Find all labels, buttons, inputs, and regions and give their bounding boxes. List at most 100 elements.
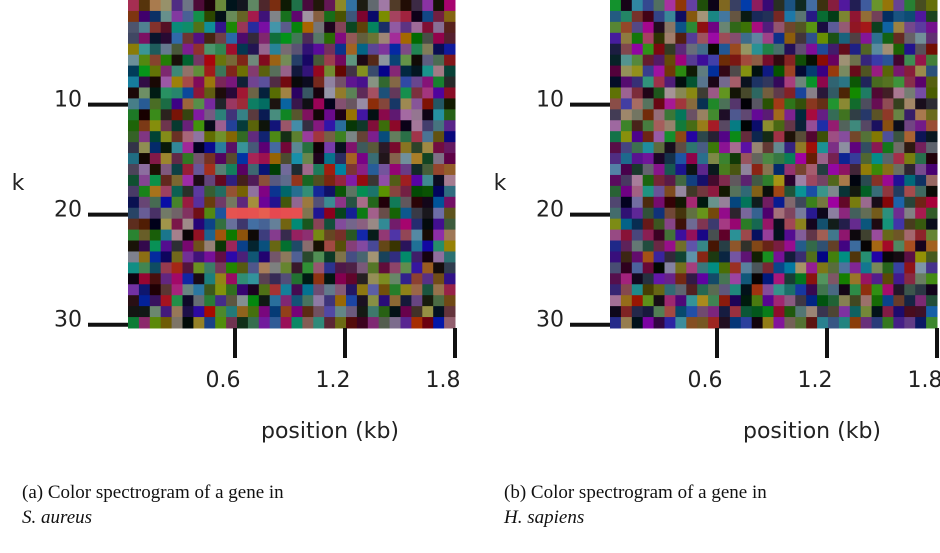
- spectrogram-cell: [620, 273, 633, 285]
- spectrogram-cell: [882, 76, 894, 88]
- spectrogram-cell: [356, 0, 369, 12]
- spectrogram-cell: [697, 284, 709, 296]
- spectrogram-cell: [838, 0, 851, 12]
- spectrogram-cell: [346, 262, 358, 274]
- spectrogram-cell: [128, 54, 140, 67]
- spectrogram-cell: [204, 174, 216, 187]
- spectrogram-cell: [620, 142, 633, 154]
- spectrogram-cell: [838, 76, 851, 88]
- spectrogram-cell: [444, 164, 456, 176]
- spectrogram-cell: [258, 284, 271, 296]
- spectrogram-cell: [904, 32, 916, 45]
- spectrogram-cell: [915, 251, 927, 263]
- spectrogram-cell: [400, 76, 412, 88]
- spectrogram-cell: [697, 240, 709, 252]
- spectrogram-cell: [422, 273, 434, 285]
- spectrogram-cell: [411, 295, 423, 307]
- spectrogram-cell: [828, 229, 840, 242]
- spectrogram-cell: [828, 21, 840, 34]
- spectrogram-cell: [389, 0, 401, 12]
- spectrogram-cell: [346, 43, 358, 56]
- spectrogram-cell: [128, 284, 140, 296]
- spectrogram-cell: [335, 273, 347, 285]
- spectrogram-cell: [367, 98, 380, 110]
- spectrogram-cell: [215, 10, 227, 23]
- spectrogram-cell: [226, 174, 238, 187]
- spectrogram-cell: [795, 65, 807, 78]
- spectrogram-cell: [610, 131, 622, 143]
- spectrogram-cell: [882, 32, 894, 45]
- spectrogram-cell: [237, 142, 249, 154]
- spectrogram-cell: [762, 87, 774, 99]
- spectrogram-cell: [904, 262, 916, 274]
- spectrogram-cell: [324, 207, 336, 220]
- spectrogram-cell: [291, 131, 303, 143]
- spectrogram-cell: [258, 120, 271, 132]
- spectrogram-cell: [433, 207, 445, 220]
- spectrogram-cell: [400, 251, 412, 263]
- spectrogram-cell: [915, 65, 927, 78]
- spectrogram-cell: [904, 229, 916, 242]
- spectrogram-cell: [204, 0, 216, 12]
- spectrogram-cell: [642, 262, 655, 274]
- spectrogram-cell: [378, 164, 391, 176]
- spectrogram-cell: [784, 164, 796, 176]
- spectrogram-cell: [642, 21, 655, 34]
- spectrogram-cell: [411, 306, 423, 318]
- spectrogram-cell: [171, 109, 183, 121]
- spectrogram-cell: [653, 32, 665, 45]
- spectrogram-cell: [433, 109, 445, 121]
- spectrogram-cell: [367, 218, 380, 231]
- spectrogram-cell: [882, 185, 894, 198]
- spectrogram-cell: [686, 131, 698, 143]
- spectrogram-cell: [697, 207, 709, 220]
- spectrogram-cell: [258, 98, 271, 110]
- spectrogram-cell: [795, 87, 807, 99]
- spectrogram-cell: [871, 229, 883, 242]
- spectrogram-cell: [444, 240, 456, 252]
- spectrogram-cell: [182, 120, 194, 132]
- spectrogram-cell: [719, 306, 731, 318]
- spectrogram-cell: [893, 185, 905, 198]
- spectrogram-cell: [389, 153, 401, 165]
- spectrogram-cell: [302, 262, 314, 274]
- spectrogram-cell: [751, 251, 764, 263]
- spectrogram-cell: [686, 0, 698, 12]
- spectrogram-cell: [215, 109, 227, 121]
- spectrogram-cell: [291, 273, 303, 285]
- spectrogram-cell: [400, 32, 412, 45]
- spectrogram-cell: [204, 98, 216, 110]
- spectrogram-cell: [149, 240, 162, 252]
- spectrogram-cell: [664, 65, 676, 78]
- spectrogram-cell: [762, 262, 774, 274]
- spectrogram-cell: [675, 262, 687, 274]
- spectrogram-cell: [182, 317, 194, 329]
- spectrogram-cell: [444, 109, 456, 121]
- spectrogram-cell: [411, 153, 423, 165]
- spectrogram-cell: [258, 21, 271, 34]
- spectrogram-cell: [631, 218, 644, 231]
- spectrogram-cell: [138, 174, 151, 187]
- spectrogram-cell: [719, 284, 731, 296]
- spectrogram-cell: [215, 76, 227, 88]
- spectrogram-cell: [247, 142, 260, 154]
- spectrogram-cell: [708, 207, 720, 220]
- spectrogram-cell: [444, 54, 456, 67]
- spectrogram-cell: [762, 164, 774, 176]
- spectrogram-cell: [795, 153, 807, 165]
- spectrogram-cell: [610, 164, 622, 176]
- spectrogram-cell: [411, 251, 423, 263]
- spectrogram-cell: [280, 229, 292, 242]
- spectrogram-cell: [422, 87, 434, 99]
- spectrogram-cell: [926, 218, 938, 231]
- spectrogram-cell: [708, 174, 720, 187]
- spectrogram-cell: [204, 142, 216, 154]
- spectrogram-cell: [346, 306, 358, 318]
- spectrogram-cell: [193, 98, 205, 110]
- spectrogram-cell: [686, 54, 698, 67]
- spectrogram-cell: [313, 43, 325, 56]
- spectrogram-cell: [400, 21, 412, 34]
- spectrogram-cell: [642, 153, 655, 165]
- spectrogram-cell: [389, 21, 401, 34]
- spectrogram-cell: [806, 218, 818, 231]
